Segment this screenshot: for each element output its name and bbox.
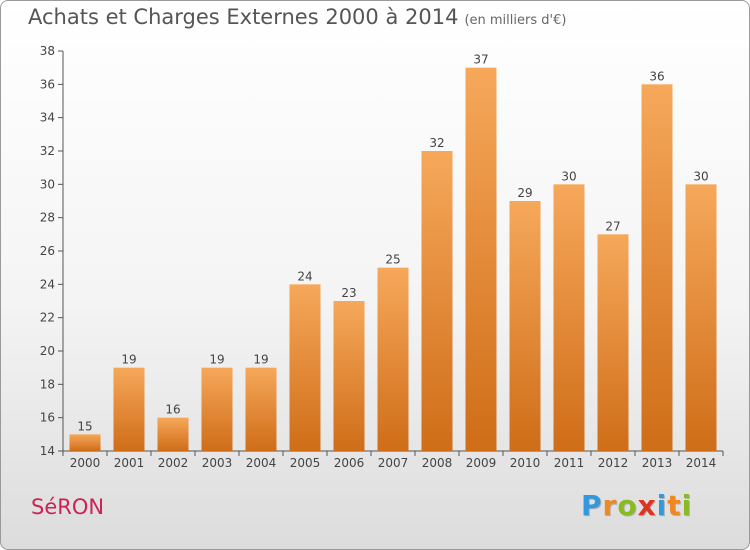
commune-name: SéRON [31,495,105,519]
x-tick-label: 2012 [598,456,629,470]
bar-2004 [245,367,277,451]
data-label-2012: 27 [605,219,620,233]
bar-2001 [113,367,145,451]
unit-label: (en milliers d'€) [464,13,567,28]
data-label-2006: 23 [341,286,356,300]
logo-letter: o [617,489,638,522]
bars [69,67,717,452]
y-tick-label: 38 [40,44,55,58]
data-label-2009: 37 [473,53,488,67]
data-label-2000: 15 [77,419,92,433]
logo-letter: P [581,489,603,522]
bar-2002 [157,417,189,451]
y-tick-label: 24 [40,277,55,291]
bar-2007 [377,267,409,451]
x-tick-label: 2005 [290,456,321,470]
x-tick-label: 2009 [466,456,497,470]
y-tick-label: 32 [40,144,55,158]
x-tick-label: 2001 [114,456,145,470]
proxiti-logo: Proxiti [581,489,692,522]
y-tick-label: 20 [40,344,55,358]
y-tick-label: 28 [40,211,55,225]
data-label-2005: 24 [297,269,312,283]
chart-title: Achats et Charges Externes 2000 à 2014 (e… [28,5,566,29]
y-tick-label: 16 [40,411,55,425]
bar-2006 [333,301,365,451]
logo-letter: i [681,489,693,522]
data-label-2014: 30 [693,169,708,183]
chart-title-text: Achats et Charges Externes 2000 à 2014 [28,5,459,29]
data-label-2003: 19 [209,353,224,367]
x-tick-label: 2010 [510,456,541,470]
axes: 14 16 18 20 22 24 26 28 30 32 34 36 38 2000 2001 2002 20… [40,44,724,470]
data-label-2008: 32 [429,136,444,150]
bar-2012 [597,234,629,451]
bar-2009 [465,67,497,452]
y-tick-label: 30 [40,177,55,191]
bar-2013 [641,84,673,451]
x-tick-label: 2002 [158,456,189,470]
x-tick-label: 2004 [246,456,277,470]
x-tick-label: 2013 [642,456,673,470]
x-tick-label: 2007 [378,456,409,470]
y-tick-label: 14 [40,444,55,458]
y-tick-label: 36 [40,77,55,91]
x-tick-label: 2003 [202,456,233,470]
bar-2005 [289,284,321,451]
bar-2000 [69,434,101,451]
x-tick-label: 2000 [70,456,101,470]
y-tick-label: 34 [40,111,55,125]
data-label-2011: 30 [561,169,576,183]
bar-2003 [201,367,233,451]
y-tick-label: 26 [40,244,55,258]
logo-letter: i [656,489,668,522]
data-label-2010: 29 [517,186,532,200]
data-label-2002: 16 [165,403,180,417]
data-label-2004: 19 [253,353,268,367]
logo-letter: r [602,489,618,522]
data-labels: 15 19 16 19 19 24 23 25 32 37 29 30 27 36 30 [77,53,708,434]
logo-letter: x [637,489,657,522]
y-tick-label: 18 [40,377,55,391]
logo-letter: t [667,489,682,522]
data-label-2013: 36 [649,69,664,83]
bar-2008 [421,151,453,451]
bar-2011 [553,184,585,452]
x-tick-label: 2011 [554,456,585,470]
y-tick-label: 22 [40,311,55,325]
bar-2010 [509,201,541,451]
data-label-2001: 19 [121,353,136,367]
data-label-2007: 25 [385,253,400,267]
x-tick-label: 2008 [422,456,453,470]
x-tick-label: 2006 [334,456,365,470]
bar-2014 [685,184,717,452]
x-tick-label: 2014 [686,456,717,470]
